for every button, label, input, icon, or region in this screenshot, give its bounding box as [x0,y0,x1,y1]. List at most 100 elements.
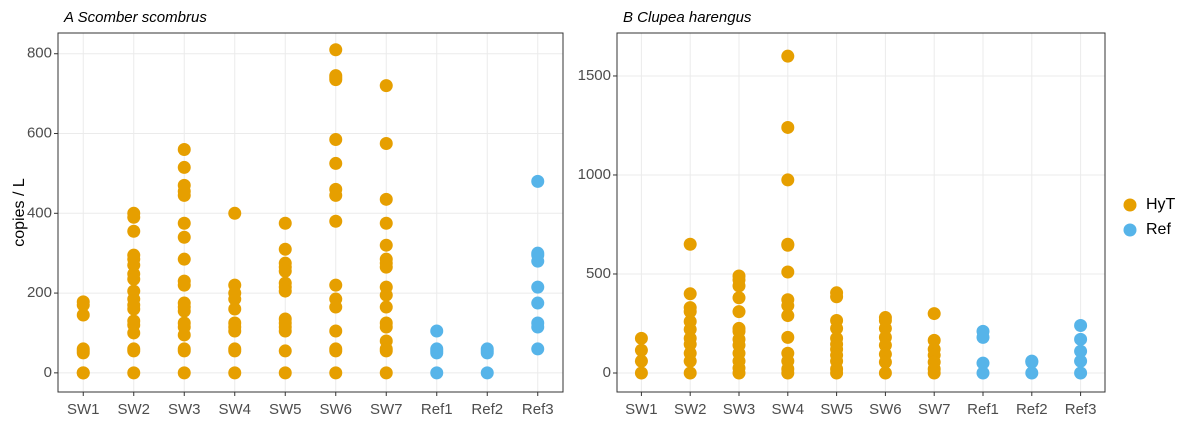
legend-label: Ref [1146,221,1171,238]
point [531,174,545,188]
point [329,214,343,228]
point [127,366,141,380]
point [329,344,343,358]
x-tick-label: Ref1 [967,401,999,418]
point [480,346,494,360]
point [531,296,545,310]
point [329,73,343,87]
point [634,343,648,357]
x-tick-label: Ref1 [421,401,453,418]
point [976,330,990,344]
point [329,300,343,314]
x-tick-label: SW6 [869,401,902,418]
point [683,354,697,368]
point [683,337,697,351]
point [379,238,393,252]
point [127,272,141,286]
point [634,331,648,345]
y-tick-label: 400 [27,204,52,221]
point [379,300,393,314]
point [228,366,242,380]
point [927,366,941,380]
point [278,216,292,230]
x-tick-label: SW2 [674,401,707,418]
point [683,237,697,251]
point [379,320,393,334]
x-tick-label: SW7 [918,401,951,418]
point [1025,355,1039,369]
point [379,288,393,302]
y-tick-label: 0 [44,364,52,381]
x-tick-label: SW6 [319,401,352,418]
point [379,136,393,150]
point [732,366,746,380]
y-tick-label: 200 [27,284,52,301]
x-tick-label: SW3 [168,401,201,418]
point [732,279,746,293]
x-tick-label: Ref2 [1016,401,1048,418]
point [531,280,545,294]
point [1074,366,1088,380]
point [878,355,892,369]
point [634,354,648,368]
x-tick-label: SW3 [723,401,756,418]
point [76,295,90,309]
point [379,192,393,206]
point [228,292,242,306]
plot-border [57,32,564,393]
point [177,344,191,358]
point [781,120,795,134]
point [531,342,545,356]
y-tick-label: 500 [586,265,611,282]
point [1074,344,1088,358]
point [76,308,90,322]
point [781,330,795,344]
point [1025,366,1039,380]
point [976,356,990,370]
point [634,366,648,380]
panel-title: B Clupea harengus [623,9,752,26]
x-tick-label: SW1 [67,401,100,418]
point [781,309,795,323]
point [278,366,292,380]
point [127,344,141,358]
point [278,242,292,256]
point [278,264,292,278]
point [177,366,191,380]
legend-marker [1123,198,1137,212]
point [683,322,697,336]
y-axis-label: copies / L [11,178,28,247]
point [1074,332,1088,346]
point [1074,354,1088,368]
point [683,366,697,380]
point [878,338,892,352]
point [228,206,242,220]
x-tick-label: SW4 [772,401,805,418]
point [329,278,343,292]
point [878,321,892,335]
point [732,291,746,305]
point [127,210,141,224]
point [329,43,343,57]
y-tick-label: 0 [603,364,611,381]
point [830,290,844,304]
point [683,305,697,319]
point [379,216,393,230]
point [177,216,191,230]
x-tick-label: SW2 [117,401,150,418]
point [177,304,191,318]
x-tick-label: Ref2 [471,401,503,418]
point [228,344,242,358]
y-tick-label: 1500 [578,67,611,84]
point [329,188,343,202]
point [278,284,292,298]
point [781,173,795,187]
panel-title: A Scomber scombrus [63,9,207,26]
plot-border [616,32,1106,393]
point [830,321,844,335]
point [379,79,393,93]
point [329,366,343,380]
point [278,324,292,338]
point [177,252,191,266]
